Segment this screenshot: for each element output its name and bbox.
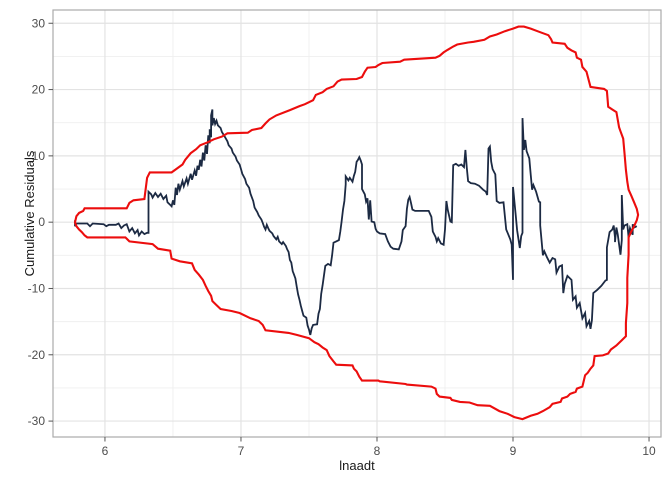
y-tick-label: 30 bbox=[32, 16, 46, 30]
y-tick-label: -30 bbox=[28, 414, 46, 428]
cumulative-residual-line bbox=[74, 109, 638, 336]
x-tick-label: 7 bbox=[238, 444, 245, 458]
x-axis-title: lnaadt bbox=[339, 458, 375, 473]
y-tick-label: 10 bbox=[32, 149, 46, 163]
panel-background bbox=[53, 10, 661, 437]
y-tick-label: 0 bbox=[38, 215, 45, 229]
y-axis-title: Cumulative Residuals bbox=[22, 150, 37, 277]
x-tick-label: 8 bbox=[374, 444, 381, 458]
x-tick-label: 10 bbox=[642, 444, 656, 458]
x-tick-label: 9 bbox=[510, 444, 517, 458]
panel-border bbox=[52, 9, 662, 438]
y-tick-label: -10 bbox=[28, 281, 46, 295]
x-tick-label: 6 bbox=[102, 444, 109, 458]
y-tick-label: 20 bbox=[32, 83, 46, 97]
simulation-envelope-line bbox=[73, 25, 640, 421]
y-tick-label: -20 bbox=[28, 348, 46, 362]
